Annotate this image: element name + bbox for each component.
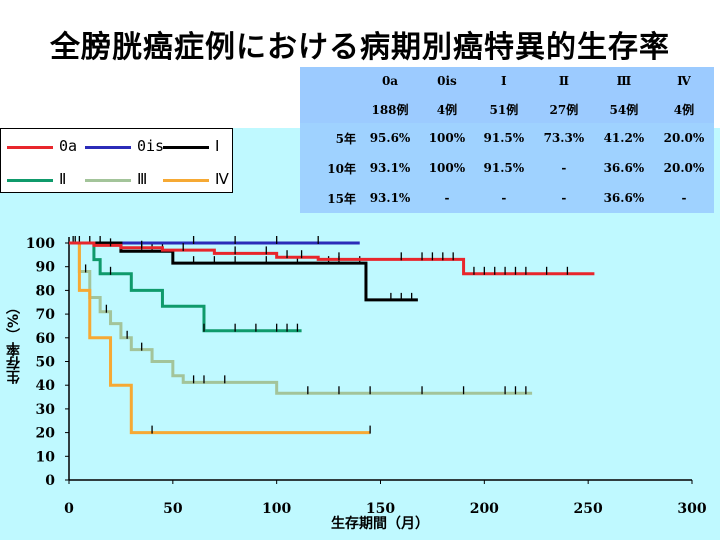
table-cell: -	[533, 183, 594, 213]
y-tick-label: 30	[36, 402, 56, 418]
y-axis-label: 生存率（%）	[6, 300, 22, 385]
chart-legend: 0a 0is Ⅰ Ⅱ Ⅲ Ⅳ	[0, 128, 233, 193]
x-tick-label: 250	[574, 501, 603, 517]
legend-label: Ⅱ	[59, 170, 67, 188]
y-tick-label: 90	[36, 260, 56, 276]
table-count-cell: 4例	[653, 95, 714, 123]
table-cell: 36.6%	[593, 183, 654, 213]
y-tick-label: 20	[36, 426, 56, 442]
y-tick-label: 10	[36, 449, 56, 465]
legend-label: 0a	[59, 137, 78, 155]
table-header-row: 0a 0is Ⅰ Ⅱ Ⅲ Ⅳ	[300, 67, 714, 95]
x-tick-label: 100	[262, 501, 291, 517]
x-tick-label: 0	[64, 501, 74, 517]
table-header-cell: Ⅱ	[533, 67, 594, 95]
table-row-label: 10年	[300, 153, 360, 183]
table-row: 15年 93.1% - - - 36.6% -	[300, 183, 714, 213]
legend-swatch	[85, 146, 131, 149]
y-tick-label: 70	[36, 307, 56, 323]
series-line-3	[69, 241, 302, 333]
table-count-cell: 51例	[473, 95, 534, 123]
table-cell: 100%	[420, 123, 474, 153]
table-row-label: 15年	[300, 183, 360, 213]
table-row-label: 5年	[300, 123, 360, 153]
legend-swatch	[163, 146, 209, 149]
table-cell: -	[533, 153, 594, 183]
table-corner	[300, 95, 360, 123]
y-tick-label: 100	[26, 236, 55, 252]
legend-swatch	[7, 146, 53, 149]
table-header-cell: Ⅰ	[473, 67, 534, 95]
legend-swatch	[163, 179, 209, 182]
x-tick-label: 300	[677, 501, 706, 517]
table-count-cell: 54例	[593, 95, 654, 123]
legend-label: Ⅰ	[215, 137, 220, 155]
table-count-row: 188例 4例 51例 27例 54例 4例	[300, 95, 714, 123]
table-cell: -	[653, 183, 714, 213]
y-tick-label: 0	[45, 473, 55, 489]
table-count-cell: 188例	[360, 95, 421, 123]
legend-swatch	[7, 179, 53, 182]
table-header-cell: 0a	[360, 67, 421, 95]
table-cell: 93.1%	[360, 183, 421, 213]
series-line-2	[69, 241, 418, 302]
legend-label: 0is	[137, 137, 165, 155]
table-cell: 36.6%	[593, 153, 654, 183]
series-line-4	[69, 241, 533, 395]
table-cell: 95.6%	[360, 123, 421, 153]
y-tick-label: 80	[36, 283, 56, 299]
series-line-0	[69, 241, 595, 276]
table-header-cell: Ⅲ	[593, 67, 654, 95]
x-tick-label: 150	[366, 501, 395, 517]
legend-swatch	[85, 179, 131, 182]
x-tick-label: 200	[470, 501, 499, 517]
table-header-cell: Ⅳ	[653, 67, 714, 95]
x-axis-label: 生存期間（月）	[331, 516, 429, 532]
table-count-cell: 4例	[420, 95, 474, 123]
table-cell: 91.5%	[473, 153, 534, 183]
table-cell: 73.3%	[533, 123, 594, 153]
legend-label: Ⅳ	[215, 170, 229, 188]
table-cell: 20.0%	[653, 153, 714, 183]
table-row: 10年 93.1% 100% 91.5% - 36.6% 20.0%	[300, 153, 714, 183]
table-cell: 41.2%	[593, 123, 654, 153]
table-row: 5年 95.6% 100% 91.5% 73.3% 41.2% 20.0%	[300, 123, 714, 153]
table-cell: -	[420, 183, 474, 213]
legend-label: Ⅲ	[137, 170, 148, 188]
page-title: 全膀胱癌症例における病期別癌特異的生存率	[50, 30, 670, 65]
y-tick-label: 40	[36, 378, 56, 394]
table-cell: 20.0%	[653, 123, 714, 153]
table-count-cell: 27例	[533, 95, 594, 123]
table-cell: 100%	[420, 153, 474, 183]
table-cell: -	[473, 183, 534, 213]
y-tick-label: 60	[36, 331, 56, 347]
survival-table: 0a 0is Ⅰ Ⅱ Ⅲ Ⅳ 188例 4例 51例 27例 54例 4例 5年…	[300, 67, 714, 213]
table-cell: 93.1%	[360, 153, 421, 183]
series-line-5	[69, 241, 371, 435]
table-header-cell: 0is	[420, 67, 474, 95]
table-cell: 91.5%	[473, 123, 534, 153]
y-tick-label: 50	[36, 355, 56, 371]
table-corner	[300, 67, 360, 95]
x-tick-label: 50	[163, 501, 183, 517]
